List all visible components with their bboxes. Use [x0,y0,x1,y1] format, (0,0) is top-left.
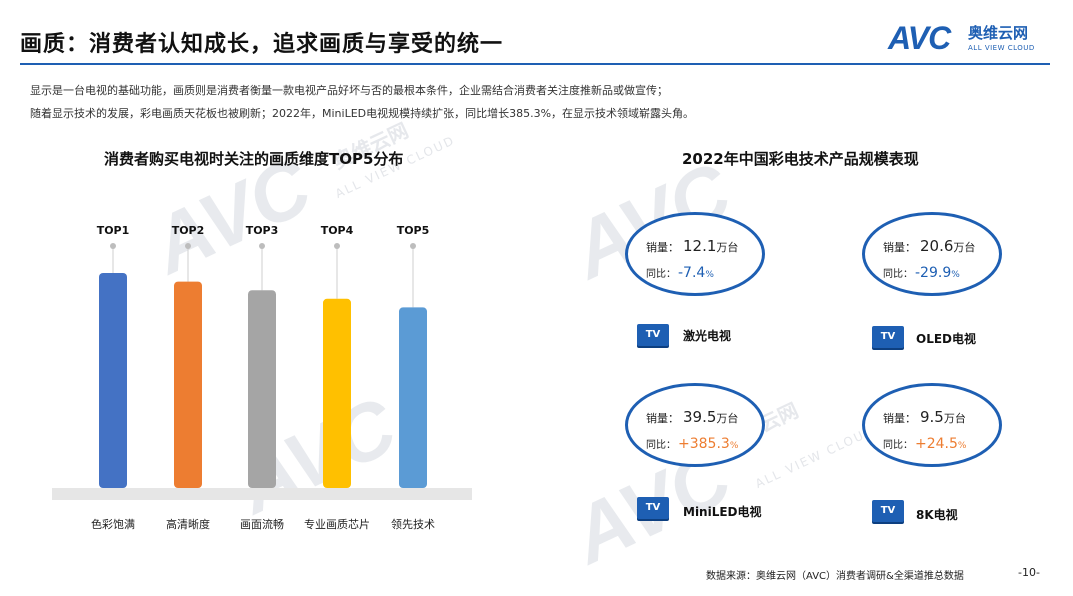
tech-card-ellipse: 销量： 20.6万台 同比： -29.9% [862,212,1002,296]
logo-mark: AVC [888,20,951,56]
tv-icon: TV [872,326,904,348]
rank-dot [185,243,191,249]
data-source: 数据来源：奥维云网（AVC）消费者调研&全渠道推总数据 [706,571,964,582]
yoy-label: 同比： [646,269,676,280]
intro-line-1: 显示是一台电视的基础功能，画质则是消费者衡量一款电视产品好坏与否的最根本条件，企… [30,84,668,97]
yoy-value: -29.9 [915,265,952,281]
tech-card-laser: 销量： 12.1万台 同比： -7.4% TV 激光电视 [625,212,825,346]
sales-row: 销量： 9.5万台 [883,408,966,426]
chart-baseline [52,488,472,500]
yoy-row: 同比： -29.9% [883,265,960,281]
bar [248,290,276,488]
bar [323,298,351,488]
rank-label: TOP3 [246,224,279,237]
yoy-label: 同比： [883,440,913,451]
tech-card-oled: 销量： 20.6万台 同比： -29.9% TV OLED电视 [862,212,1062,348]
sales-unit: 万台 [953,241,976,254]
sales-label: 销量： [883,241,916,254]
yoy-value: +24.5 [915,436,958,452]
category-label: 画面流畅 [240,517,284,531]
avc-logo: AVC 奥维云网 ALL VIEW CLOUD [888,20,1058,62]
yoy-value: -7.4 [678,265,706,281]
tv-icon: TV [637,497,669,519]
bar [99,273,127,488]
rank-label: TOP2 [172,224,205,237]
sales-value: 20.6 [920,237,954,255]
rank-dot [110,243,116,249]
tech-card-8k: 销量： 9.5万台 同比： +24.5% TV 8K电视 [862,383,1062,522]
tv-icon: TV [872,500,904,522]
tech-panel-title: 2022年中国彩电技术产品规模表现 [682,150,919,168]
tech-card-ellipse: 销量： 12.1万台 同比： -7.4% [625,212,765,296]
sales-value: 39.5 [683,408,717,426]
page-title: 画质：消费者认知成长，追求画质与享受的统一 [20,32,504,57]
logo-en-text: ALL VIEW CLOUD [968,44,1035,52]
yoy-row: 同比： +24.5% [883,436,966,452]
tech-card-miniled: 销量： 39.5万台 同比： +385.3% TV MiniLED电视 [625,383,825,519]
yoy-value: +385.3 [678,436,730,452]
tech-name: MiniLED电视 [683,505,762,519]
header-divider [20,63,1050,65]
category-label: 色彩饱满 [91,517,135,531]
rank-label: TOP5 [397,224,430,237]
rank-dot [259,243,265,249]
yoy-unit: % [951,270,960,280]
tech-name: 8K电视 [916,508,958,522]
sales-label: 销量： [883,412,916,425]
yoy-label: 同比： [883,269,913,280]
rank-label: TOP1 [97,224,130,237]
rank-dot [410,243,416,249]
page-number: -10- [1018,566,1040,579]
sales-label: 销量： [646,412,679,425]
yoy-unit: % [957,441,967,451]
logo-cn-text: 奥维云网 [968,24,1029,42]
tech-name: 激光电视 [683,329,732,343]
yoy-unit: % [729,441,739,451]
yoy-label: 同比： [646,440,676,451]
sales-row: 销量： 12.1万台 [646,237,738,255]
category-label: 领先技术 [391,518,435,531]
sales-value: 12.1 [683,237,717,255]
sales-label: 销量： [646,241,679,254]
intro-line-2: 随着显示技术的发展，彩电画质天花板也被刷新；2022年，MiniLED电视规模持… [30,107,695,120]
category-label: 高清晰度 [166,517,210,531]
sales-row: 销量： 20.6万台 [883,237,975,255]
yoy-row: 同比： +385.3% [646,436,738,452]
yoy-row: 同比： -7.4% [646,265,714,281]
rank-dot [334,243,340,249]
tv-icon: TV [637,324,669,346]
tech-card-ellipse: 销量： 39.5万台 同比： +385.3% [625,383,765,467]
yoy-unit: % [705,270,714,280]
rank-label: TOP4 [321,224,354,237]
sales-unit: 万台 [943,412,966,425]
category-label: 专业画质芯片 [304,517,370,531]
bar-chart-title: 消费者购买电视时关注的画质维度TOP5分布 [104,150,404,168]
tech-name: OLED电视 [916,332,977,346]
sales-unit: 万台 [716,412,739,425]
bar [174,281,202,488]
tech-card-ellipse: 销量： 9.5万台 同比： +24.5% [862,383,1002,467]
sales-row: 销量： 39.5万台 [646,408,738,426]
sales-value: 9.5 [920,408,944,426]
bar [399,307,427,488]
sales-unit: 万台 [716,241,739,254]
